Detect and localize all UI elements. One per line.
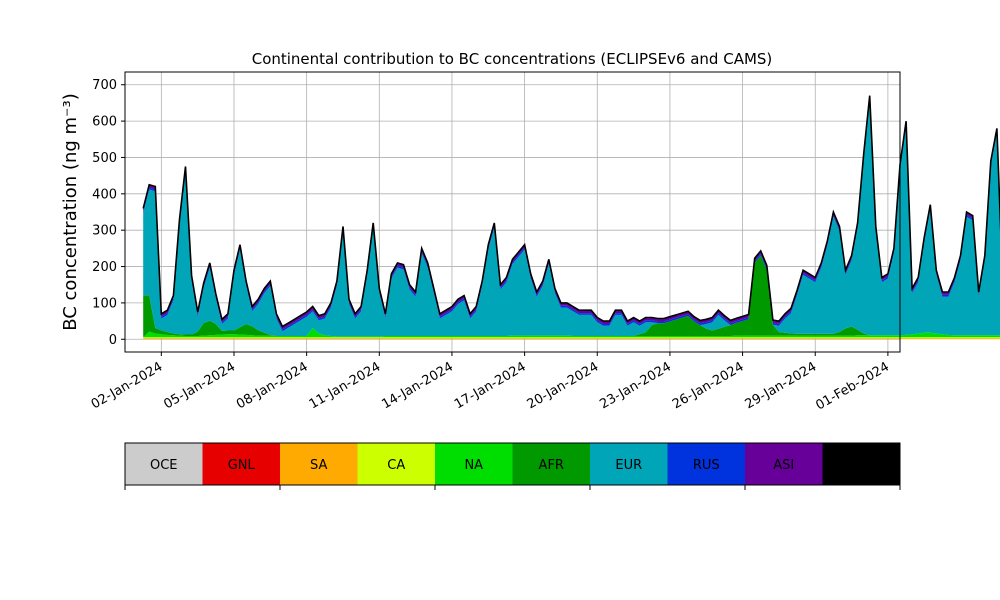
area-ca: [143, 337, 1000, 339]
x-tick-label: 17-Jan-2024: [452, 359, 529, 412]
legend-label: AUS: [848, 458, 875, 473]
x-tick-label: 11-Jan-2024: [307, 359, 384, 412]
legend-swatch-gnl: [202, 443, 280, 485]
legend-label: CA: [387, 458, 405, 473]
plot-frame: [124, 71, 901, 353]
chart-title: Continental contribution to BC concentra…: [252, 50, 773, 68]
y-axis-label: BC concentration (ng m⁻³): [60, 93, 81, 331]
legend-label: GNL: [228, 458, 256, 473]
y-tick-label: 200: [92, 260, 117, 275]
x-tick-label: 14-Jan-2024: [379, 359, 456, 412]
legend-swatch-na: [435, 443, 513, 485]
legend-label: AFR: [539, 458, 564, 473]
legend-swatch-asi: [745, 443, 823, 485]
x-tick-label: 26-Jan-2024: [670, 359, 747, 412]
legend-swatch-aus: [822, 443, 900, 485]
legend-label: EUR: [615, 458, 642, 473]
y-tick-label: 700: [92, 78, 117, 93]
legend-swatch-afr: [512, 443, 590, 485]
area-sa: [143, 338, 1000, 340]
legend-swatch-oce: [125, 443, 203, 485]
total-line: [142, 95, 1000, 328]
x-tick-label: 29-Jan-2024: [743, 359, 820, 412]
x-tick-label: 08-Jan-2024: [234, 359, 311, 412]
area-na: [143, 328, 1000, 338]
legend: OCE GNL SA CA NA AFR EUR RUS ASI AUS: [124, 442, 901, 490]
x-tick-label: 02-Jan-2024: [89, 359, 166, 412]
legend-label: SA: [310, 458, 327, 473]
legend-swatch-eur: [590, 443, 668, 485]
y-tick-label: 100: [92, 296, 117, 311]
legend-label: ASI: [773, 458, 794, 473]
x-tick-label: 23-Jan-2024: [597, 359, 674, 412]
x-tick-label: 20-Jan-2024: [525, 359, 602, 412]
legend-label: OCE: [150, 458, 178, 473]
y-tick-label: 0: [109, 333, 117, 348]
x-tick-label: 05-Jan-2024: [161, 359, 238, 412]
y-tick-label: 500: [92, 151, 117, 166]
y-tick-label: 300: [92, 224, 117, 239]
y-tick-label: 600: [92, 115, 117, 130]
legend-swatch-sa: [280, 443, 358, 485]
legend-label: NA: [464, 458, 483, 473]
legend-swatch-rus: [667, 443, 745, 485]
x-tick-label: 01-Feb-2024: [813, 359, 892, 413]
legend-frame: [124, 442, 901, 486]
legend-label: RUS: [693, 458, 720, 473]
area-eur: [143, 100, 1000, 337]
y-tick-label: 400: [92, 187, 117, 202]
legend-swatch-ca: [357, 443, 435, 485]
